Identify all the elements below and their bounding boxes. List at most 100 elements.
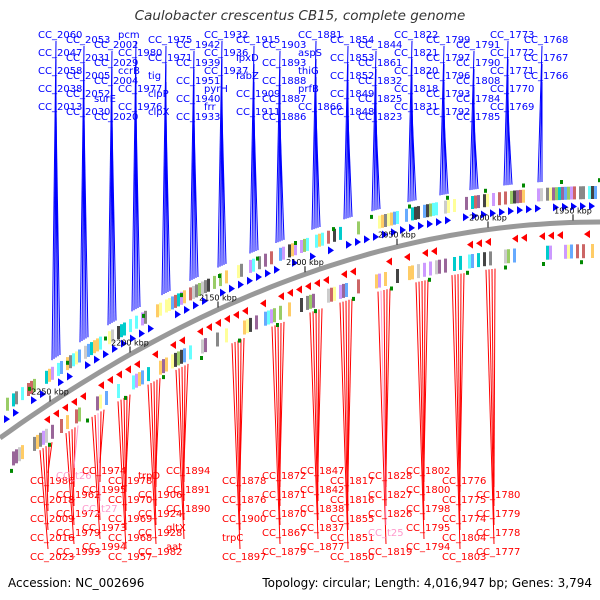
reverse-gene-label: CC_1842: [300, 485, 344, 496]
feature-band: [204, 338, 207, 353]
marker: [522, 183, 525, 188]
reverse-gene-arrow: [305, 282, 311, 291]
forward-gene-label: CC_1911: [236, 107, 280, 118]
label-line: [279, 321, 285, 469]
feature-band: [378, 273, 381, 288]
forward-gene-label: CC_2002: [94, 40, 138, 51]
reverse-gene-label: CC_1894: [166, 466, 210, 477]
marker: [504, 265, 507, 270]
forward-gene-label: CC_1767: [524, 53, 568, 64]
feature-band: [279, 305, 282, 320]
label-line: [91, 416, 101, 540]
reverse-gene-arrow: [206, 323, 212, 332]
label-line: [315, 112, 321, 228]
forward-gene-arrow: [373, 232, 379, 241]
forward-gene-label: CC_1844: [358, 40, 402, 51]
marker: [276, 323, 279, 327]
feature-band: [174, 352, 177, 367]
forward-gene-arrow: [202, 297, 208, 306]
feature-band: [243, 320, 246, 335]
forward-gene-arrow: [148, 324, 154, 333]
feature-band: [549, 245, 552, 260]
feature-band: [90, 342, 93, 356]
reverse-gene-label: CC_1890: [166, 504, 210, 515]
forward-gene-arrow: [499, 208, 505, 217]
reverse-gene-label: CC_1780: [476, 490, 520, 501]
reverse-gene-label: CC_1962: [56, 490, 100, 501]
forward-gene-label: CC_1772: [490, 48, 534, 59]
feature-band: [510, 190, 513, 204]
forward-gene-arrow: [589, 202, 595, 211]
reverse-gene-arrow: [98, 381, 104, 390]
feature-band: [513, 190, 516, 204]
reverse-gene-arrow: [404, 253, 410, 262]
forward-gene-label: CC_1971: [148, 53, 192, 64]
feature-band: [564, 186, 567, 200]
reverse-gene-arrow: [539, 232, 545, 241]
forward-gene-label: CC_1909: [236, 89, 280, 100]
feature-band: [396, 211, 399, 224]
marker: [542, 262, 545, 266]
reverse-gene-arrow: [485, 237, 491, 246]
reverse-gene-arrow: [80, 392, 86, 401]
forward-gene-arrow: [481, 210, 487, 219]
reverse-gene-arrow: [170, 340, 176, 349]
reverse-gene-arrow: [422, 249, 428, 258]
feature-band: [468, 254, 471, 269]
reverse-gene-arrow: [44, 415, 50, 424]
label-line: [439, 45, 445, 196]
label-line: [493, 268, 496, 488]
feature-band: [384, 214, 387, 227]
forward-gene-arrow: [436, 218, 442, 227]
feature-band: [300, 298, 303, 312]
forward-gene-label: CC_1976: [118, 102, 162, 113]
marker: [408, 204, 411, 209]
forward-gene-label: CC_1854: [330, 35, 374, 46]
feature-band: [390, 212, 393, 226]
reverse-gene-label: CC_1969: [108, 514, 152, 525]
forward-gene-label: CC_2031: [66, 53, 110, 64]
forward-gene-label: CC_1825: [358, 94, 402, 105]
reverse-gene-arrow: [521, 233, 527, 242]
reverse-gene-label: CC_1837: [300, 523, 344, 534]
feature-band: [300, 240, 303, 253]
feature-band: [519, 189, 522, 203]
feature-band: [96, 396, 99, 411]
reverse-gene-label: CC_1974: [82, 466, 126, 477]
label-line: [375, 122, 381, 210]
feature-band: [72, 353, 75, 367]
feature-band: [294, 242, 297, 256]
reverse-gene-arrow: [323, 276, 329, 285]
forward-gene-label: CC_1790: [456, 58, 500, 69]
feature-band: [51, 424, 54, 439]
feature-band: [156, 304, 159, 318]
feature-band: [471, 196, 474, 209]
feature-band: [99, 394, 102, 409]
label-line: [537, 45, 543, 183]
forward-gene-arrow: [13, 408, 19, 417]
feature-band: [339, 284, 342, 299]
marker: [352, 296, 355, 301]
feature-band: [291, 243, 294, 257]
reverse-gene-arrow: [296, 285, 302, 294]
feature-band: [477, 253, 480, 268]
feature-band: [180, 349, 183, 364]
feature-band: [6, 397, 9, 411]
feature-band: [306, 237, 309, 251]
feature-band: [477, 195, 480, 209]
feature-band: [237, 265, 240, 279]
feature-band: [39, 432, 42, 447]
forward-gene-label: CC_2058: [38, 66, 82, 77]
forward-gene-label: CC_2053: [66, 35, 110, 46]
label-line: [312, 311, 319, 521]
feature-band: [267, 310, 270, 325]
reverse-gene-label: CC_1979: [56, 528, 100, 539]
label-line: [343, 45, 349, 220]
feature-band: [204, 280, 207, 294]
feature-band: [414, 206, 417, 220]
forward-gene-label: CC_2013: [38, 102, 82, 113]
forward-gene-arrow: [103, 350, 109, 359]
forward-gene-label: CC_1766: [524, 71, 568, 82]
feature-band: [105, 391, 108, 405]
